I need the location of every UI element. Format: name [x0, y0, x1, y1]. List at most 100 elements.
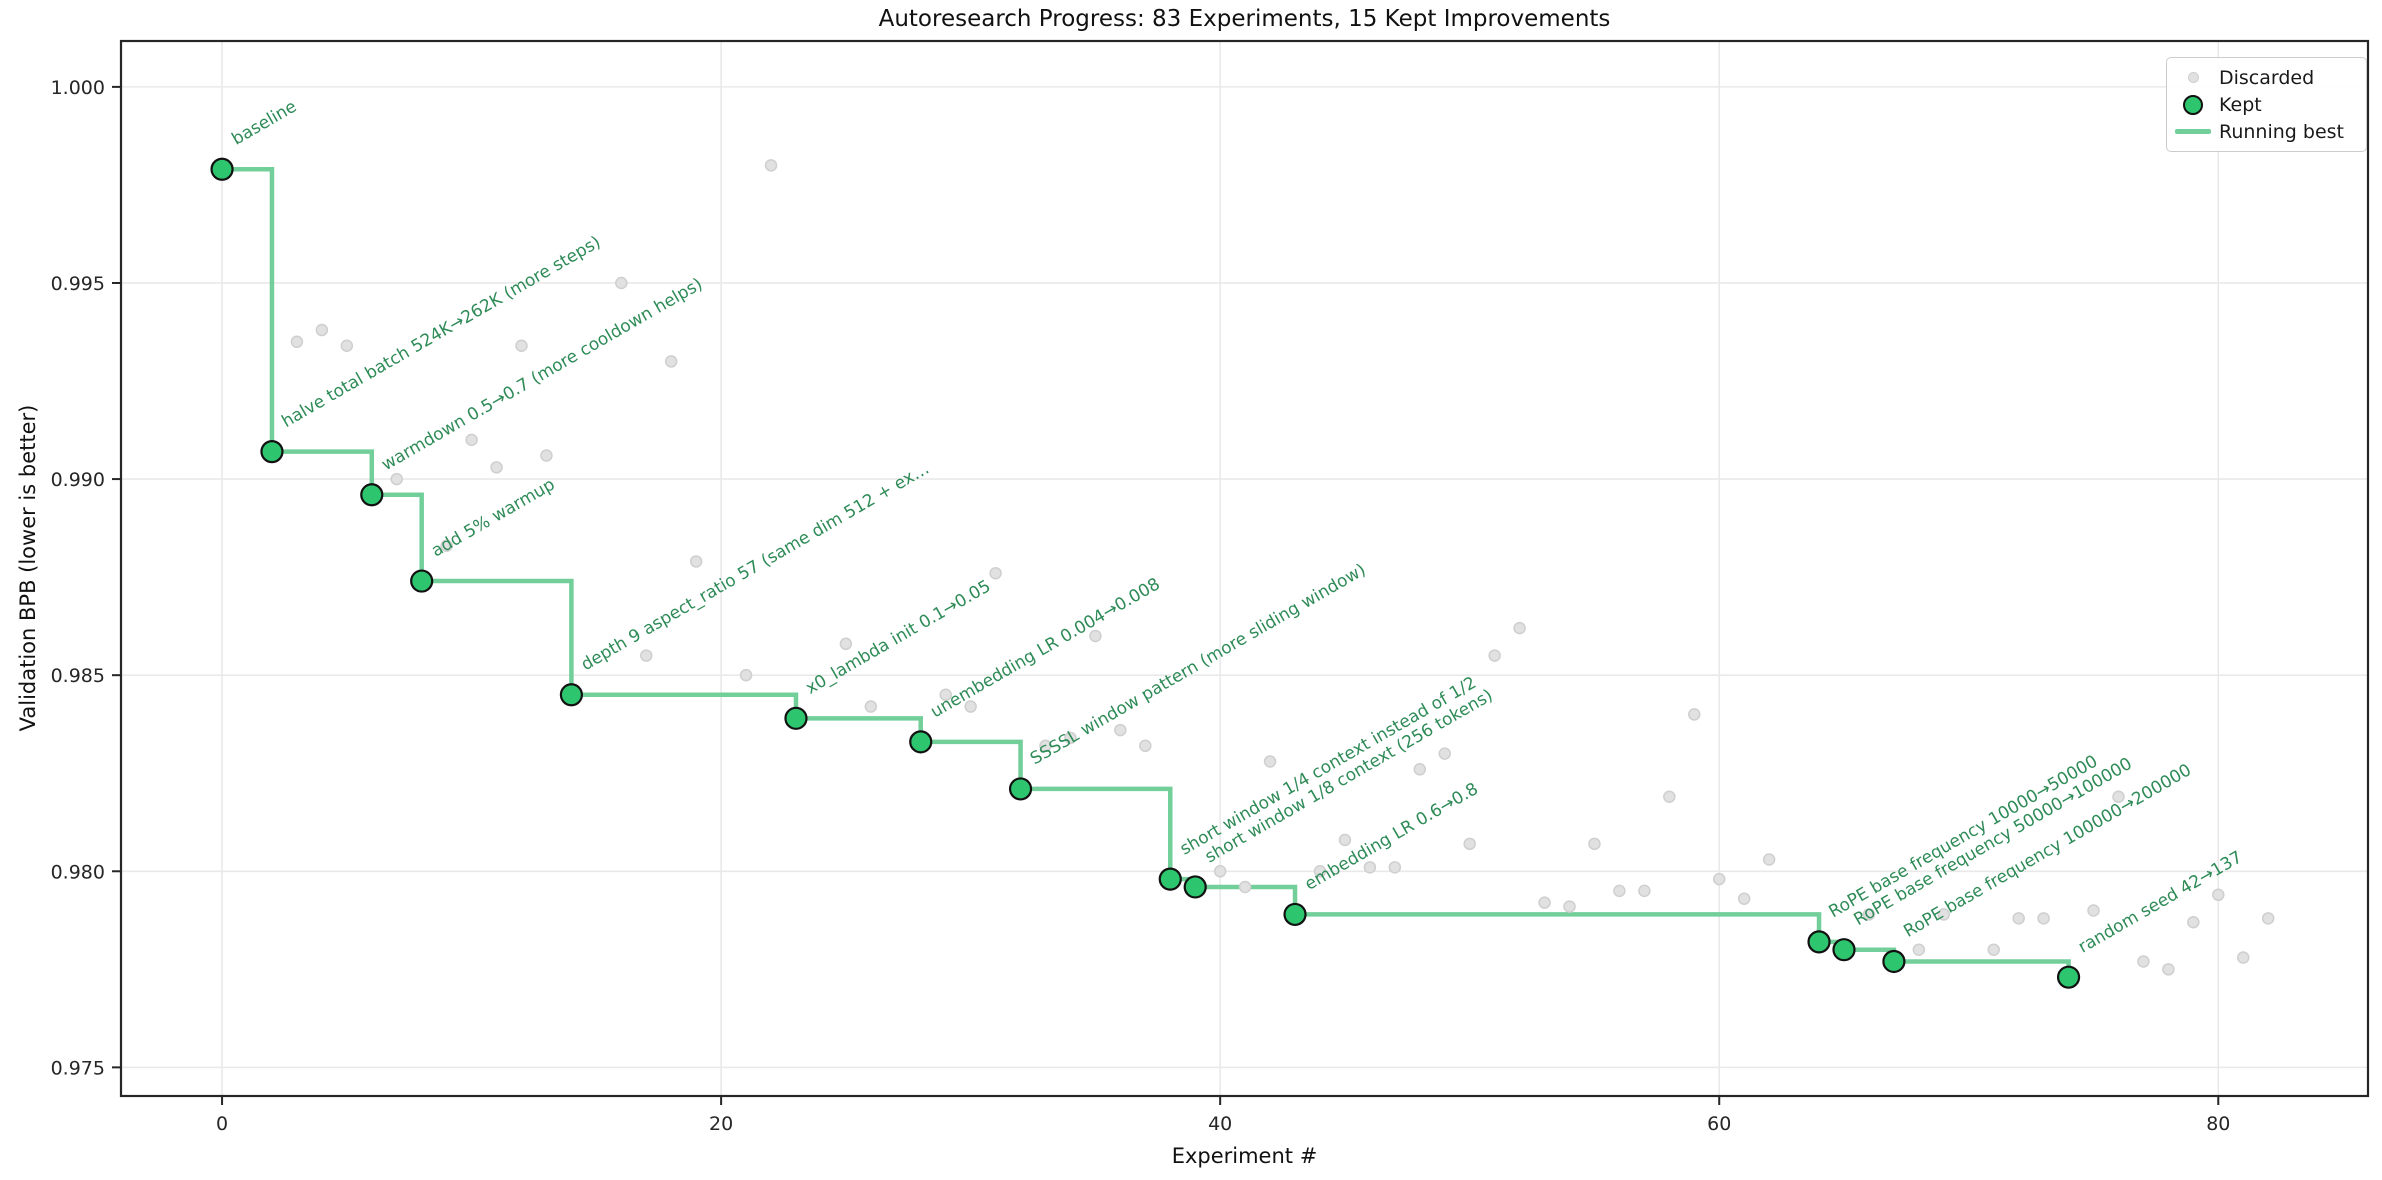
discarded-point — [315, 323, 329, 337]
x-tick-label: 60 — [1707, 1113, 1731, 1135]
discarded-point — [1363, 861, 1377, 874]
discarded-point — [1338, 833, 1352, 847]
plot-frame — [119, 39, 2370, 1098]
kept-point — [210, 157, 234, 181]
discarded-point — [1488, 649, 1501, 662]
kept-annotation: SSSSL window pattern (more sliding windo… — [1027, 560, 1369, 769]
discarded-point — [739, 668, 753, 682]
kept-point — [1008, 777, 1033, 801]
y-tick-label: 0.975 — [51, 1057, 105, 1079]
legend-item-discarded: Discarded — [2167, 64, 2366, 91]
x-tick-label: 80 — [2206, 1113, 2230, 1135]
discarded-point — [1663, 790, 1676, 804]
kept-point — [1183, 875, 1207, 899]
discarded-point — [2037, 912, 2050, 925]
y-tick-label: 0.990 — [51, 469, 105, 491]
discarded-point — [1213, 865, 1227, 878]
kept-point — [1882, 949, 1906, 974]
kept-annotation: x0_lambda init 0.1→0.05 — [802, 576, 994, 698]
discarded-point — [764, 159, 778, 172]
discarded-point — [1712, 872, 1726, 886]
kept-annotation: RoPE base frequency 50000→100000 — [1850, 754, 2135, 930]
discarded-point — [390, 472, 403, 486]
discarded-point — [1064, 731, 1077, 745]
x-tick-label: 40 — [1208, 1113, 1232, 1135]
discarded-point — [1039, 739, 1052, 753]
discarded-point — [1987, 943, 2000, 956]
x-axis-label: Experiment # — [1171, 1144, 1318, 1168]
discarded-point — [1114, 723, 1127, 737]
discarded-point — [2261, 912, 2275, 925]
discarded-point — [1139, 739, 1152, 753]
kept-annotation: add 5% warmup — [428, 475, 558, 562]
kept-point — [360, 483, 384, 507]
kept-point — [909, 730, 933, 754]
legend-item-kept: Kept — [2167, 91, 2366, 118]
y-tick-label: 0.985 — [51, 665, 105, 687]
kept-marker-icon — [2183, 94, 2203, 115]
discarded-point — [2112, 790, 2125, 804]
kept-point — [1832, 938, 1856, 962]
discarded-point — [939, 688, 952, 702]
discarded-point — [340, 339, 354, 352]
discarded-point — [515, 339, 528, 352]
discarded-point — [2137, 955, 2150, 968]
kept-annotation: short window 1/4 context instead of 1/2 — [1177, 673, 1480, 860]
discarded-point — [290, 335, 304, 349]
running-best-marker-icon — [2175, 129, 2211, 134]
kept-annotation: warmdown 0.5→0.7 (more cooldown helps) — [378, 274, 706, 475]
kept-point — [1283, 902, 1307, 927]
discarded-point — [1538, 896, 1551, 909]
discarded-point — [664, 355, 678, 368]
y-tick-label: 0.995 — [51, 273, 105, 295]
discarded-point — [1638, 884, 1651, 898]
discarded-point — [1762, 853, 1776, 866]
discarded-point — [1563, 900, 1576, 913]
kept-point — [2056, 965, 2081, 989]
discarded-point — [1737, 892, 1751, 905]
discarded-point — [1413, 763, 1427, 776]
discarded-point — [1263, 755, 1277, 768]
kept-annotation: random seed 42→137 — [2075, 847, 2246, 957]
discarded-point — [964, 700, 977, 713]
kept-point — [1807, 930, 1831, 954]
kept-point — [410, 569, 434, 593]
discarded-point — [689, 555, 703, 568]
kept-point — [1158, 867, 1182, 891]
discarded-point — [1513, 621, 1526, 635]
discarded-point — [1613, 884, 1626, 898]
discarded-point — [1438, 747, 1451, 760]
discarded-point — [1588, 837, 1601, 851]
discarded-point — [1912, 943, 1926, 956]
discarded-point — [2012, 912, 2025, 925]
discarded-point — [1313, 865, 1327, 878]
discarded-point — [1238, 880, 1252, 894]
discarded-point — [2087, 904, 2100, 917]
discarded-point — [839, 637, 853, 651]
y-tick-label: 1.000 — [51, 77, 105, 99]
x-tick-label: 0 — [216, 1113, 228, 1135]
kept-annotation: baseline — [229, 97, 301, 150]
discarded-point — [615, 276, 628, 290]
kept-point — [559, 683, 583, 707]
discarded-point — [1862, 908, 1876, 921]
discarded-point — [640, 649, 653, 662]
legend-label-discarded: Discarded — [2219, 66, 2315, 89]
discarded-point — [440, 539, 453, 553]
discarded-point — [1388, 861, 1402, 874]
legend-label-kept: Kept — [2219, 93, 2262, 116]
legend-item-running-best: Running best — [2167, 118, 2366, 145]
discarded-point — [864, 700, 878, 713]
kept-point — [784, 706, 808, 730]
discarded-point — [989, 566, 1002, 580]
discarded-point — [1089, 629, 1102, 643]
x-tick-label: 20 — [709, 1113, 733, 1135]
discarded-point — [2187, 916, 2200, 929]
chart-title: Autoresearch Progress: 83 Experiments, 1… — [878, 6, 1611, 32]
discarded-point — [540, 449, 553, 462]
discarded-point — [1688, 708, 1701, 721]
legend-label-running-best: Running best — [2219, 120, 2344, 143]
legend: Discarded Kept Running best — [2166, 57, 2367, 152]
